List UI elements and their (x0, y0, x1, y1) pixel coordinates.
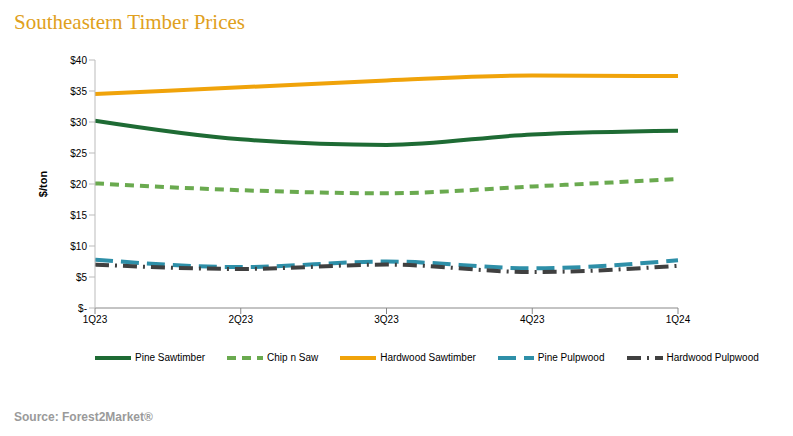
svg-text:$/ton: $/ton (37, 171, 49, 198)
svg-text:$25: $25 (70, 148, 87, 159)
svg-text:$5: $5 (76, 272, 88, 283)
html-text:Hardwood Sawtimber: Hardwood Sawtimber (380, 352, 476, 363)
html-text:Southeastern Timber Prices: Southeastern Timber Prices (14, 10, 245, 34)
svg-text:$20: $20 (70, 179, 87, 190)
svg-text:$35: $35 (70, 86, 87, 97)
html-text:Pine Sawtimber: Pine Sawtimber (135, 352, 205, 363)
svg-text:4Q23: 4Q23 (520, 314, 545, 325)
svg-text:$30: $30 (70, 117, 87, 128)
svg-text:$15: $15 (70, 210, 87, 221)
html-text:Source: Forest2Market®: Source: Forest2Market® (14, 410, 153, 424)
svg-text:3Q23: 3Q23 (374, 314, 399, 325)
svg-text:1Q23: 1Q23 (83, 314, 108, 325)
html-text:Pine Pulpwood: Pine Pulpwood (537, 352, 605, 363)
html-text:Hardwood Pulpwood: Hardwood Pulpwood (666, 352, 759, 363)
svg-text:$10: $10 (70, 241, 87, 252)
svg-text:1Q24: 1Q24 (666, 314, 691, 325)
html-text:Chip n Saw: Chip n Saw (267, 352, 319, 363)
svg-text:$-: $- (78, 303, 87, 314)
svg-text:2Q23: 2Q23 (229, 314, 254, 325)
svg-text:$40: $40 (70, 55, 87, 66)
